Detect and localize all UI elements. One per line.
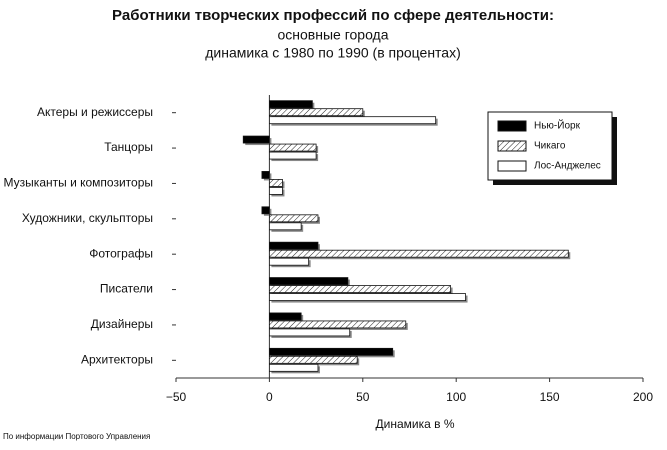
bar <box>268 312 302 321</box>
source-note: По информации Портового Управления <box>3 432 150 441</box>
y-tick-label: Фотографы <box>89 246 153 260</box>
bar <box>261 171 270 179</box>
x-tick-label: 0 <box>266 390 273 404</box>
bar <box>261 206 270 215</box>
x-tick-label: 200 <box>633 390 653 404</box>
legend-label: Нью-Йорк <box>534 119 581 132</box>
bar <box>268 285 451 293</box>
bar <box>268 116 437 125</box>
x-tick-label: 100 <box>446 390 466 404</box>
bar <box>268 108 364 117</box>
bar <box>268 222 302 231</box>
bar <box>242 135 270 144</box>
y-tick-label: Дизайнеры <box>91 317 153 331</box>
bar <box>268 320 407 329</box>
x-tick-label: 50 <box>356 390 370 404</box>
chart-subtitle: основные города <box>277 27 388 43</box>
bar <box>268 249 569 258</box>
bar <box>268 214 319 223</box>
bar <box>268 179 283 187</box>
y-tick-label: Архитекторы <box>81 352 153 366</box>
legend-swatch <box>497 120 527 132</box>
bar <box>268 347 394 356</box>
x-axis-label: Динамика в % <box>376 417 455 431</box>
legend-swatch <box>497 140 527 152</box>
legend-label: Лос-Анджелес <box>534 161 601 172</box>
x-tick-label: 150 <box>540 390 560 404</box>
bar <box>268 355 358 364</box>
y-tick-label: Танцоры <box>104 140 153 154</box>
bar <box>268 151 317 160</box>
x-tick-label: −50 <box>166 390 187 404</box>
y-tick-label: Актеры и режиссеры <box>37 105 153 119</box>
bar <box>268 187 283 195</box>
legend-label: Чикаго <box>534 141 566 152</box>
y-tick-label: Художники, скульпторы <box>22 211 153 225</box>
legend-swatch <box>497 160 527 172</box>
bar <box>268 293 466 301</box>
y-tick-label: Писатели <box>100 282 153 296</box>
bar <box>268 277 349 285</box>
y-tick-label: Музыканты и композиторы <box>4 176 153 190</box>
bar <box>268 363 319 372</box>
bar <box>268 143 317 152</box>
bar <box>268 257 310 266</box>
chart-title: Работники творческих профессий по сфере … <box>112 7 554 24</box>
bar <box>268 100 313 109</box>
bar <box>268 241 319 250</box>
bar <box>268 328 351 337</box>
chart-subtitle: динамика с 1980 по 1990 (в процентах) <box>205 45 461 61</box>
